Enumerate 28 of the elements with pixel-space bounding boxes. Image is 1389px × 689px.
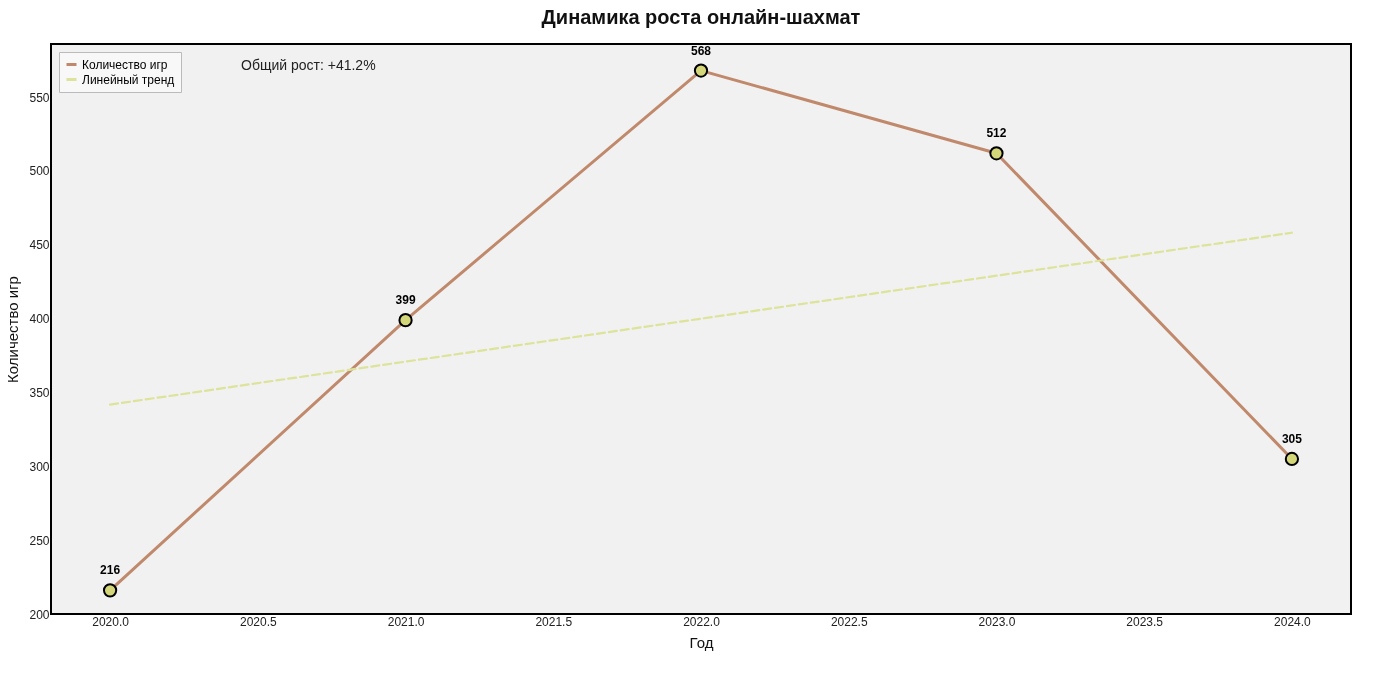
x-tick-label: 2023.5 — [1126, 614, 1164, 629]
x-axis-title: Год — [689, 633, 714, 651]
x-tick-label: 2022.5 — [830, 614, 868, 629]
x-tick-label: 2022.0 — [683, 614, 721, 629]
y-tick-label: 500 — [29, 164, 50, 179]
x-tick-label: 2021.0 — [387, 614, 425, 629]
annotation: Общий рост: +41.2% — [241, 57, 376, 73]
y-tick-label: 550 — [29, 90, 50, 105]
x-tick-label: 2020.0 — [92, 614, 130, 629]
y-tick-label: 300 — [29, 459, 50, 474]
data-label: 399 — [395, 293, 416, 308]
data-label: 512 — [986, 126, 1007, 141]
x-tick-label: 2021.5 — [535, 614, 573, 629]
chart-title: Динамика роста онлайн-шахмат — [541, 6, 861, 28]
x-tick-label: 2024.0 — [1274, 614, 1312, 629]
y-tick-label: 200 — [29, 607, 50, 622]
data-label: 568 — [690, 43, 712, 58]
x-tick-label: 2023.0 — [978, 614, 1016, 629]
y-axis-title: Количество игр — [4, 276, 22, 383]
y-tick-label: 400 — [29, 312, 50, 327]
y-tick-label: 350 — [29, 386, 50, 400]
y-tick-label: 450 — [29, 238, 50, 253]
data-label: 216 — [100, 563, 121, 578]
legend-label: Количество игр — [82, 57, 168, 72]
legend-label: Линейный тренд — [82, 72, 175, 87]
x-tick-label: 2020.5 — [239, 614, 277, 629]
data-label: 305 — [1281, 431, 1303, 446]
y-tick-label: 250 — [29, 533, 50, 548]
